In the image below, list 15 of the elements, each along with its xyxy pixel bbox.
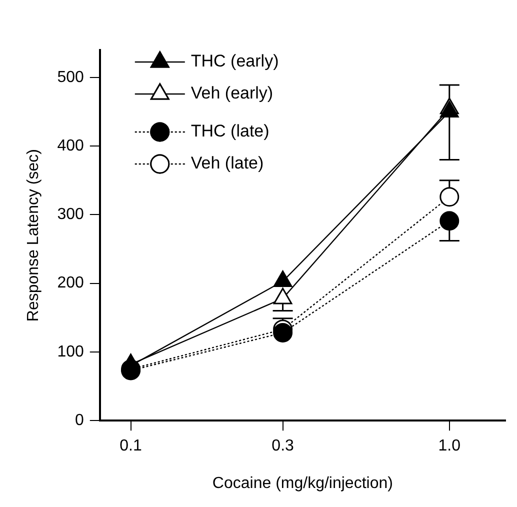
y-tick-label: 0 bbox=[74, 412, 84, 430]
legend-label: THC (early) bbox=[190, 52, 279, 71]
y-tick-label: 300 bbox=[57, 206, 84, 224]
y-tick-label: 500 bbox=[57, 68, 84, 86]
x-tick-label: 1.0 bbox=[438, 438, 461, 455]
x-tick-label: 0.3 bbox=[272, 438, 294, 455]
legend-label: Veh (late) bbox=[190, 154, 264, 173]
y-tick-label: 200 bbox=[57, 274, 84, 292]
y-tick-label: 100 bbox=[57, 343, 84, 360]
y-tick-label: 400 bbox=[57, 137, 84, 154]
x-axis-title: Cocaine (mg/kg/injection) bbox=[212, 474, 393, 492]
x-tick-label: 0.1 bbox=[120, 438, 142, 455]
legend-label: THC (late) bbox=[190, 122, 270, 141]
y-axis-title: Response Latency (sec) bbox=[25, 149, 42, 322]
legend-label: Veh (early) bbox=[190, 84, 274, 103]
